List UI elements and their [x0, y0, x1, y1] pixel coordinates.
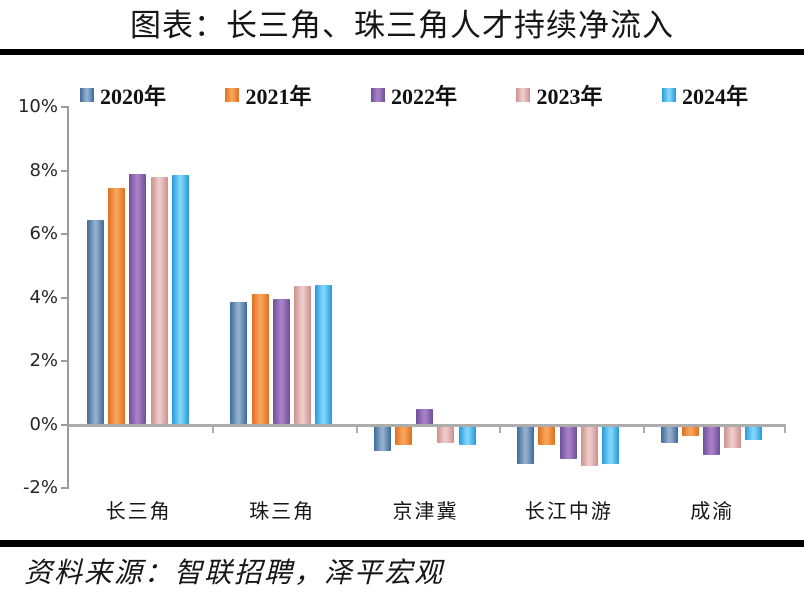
- legend-swatch-icon: [661, 88, 676, 102]
- top-divider: [0, 49, 804, 55]
- x-axis-tick: [212, 423, 215, 433]
- bar: [373, 426, 391, 452]
- category-label: 成渝: [690, 501, 735, 523]
- x-axis-tick: [642, 423, 645, 433]
- y-axis-tick: [61, 106, 69, 108]
- y-tick-label: 0%: [29, 413, 58, 435]
- legend-swatch-icon: [516, 88, 531, 102]
- y-tick-label: 8%: [29, 159, 58, 181]
- legend-swatch-icon: [80, 88, 94, 102]
- legend-item: 2024年: [661, 79, 748, 111]
- y-tick-label: 4%: [29, 286, 58, 308]
- category-label: 珠三角: [249, 501, 316, 523]
- bar: [171, 175, 189, 425]
- x-axis-tick: [355, 423, 358, 433]
- y-tick-label: 10%: [17, 96, 58, 117]
- bar: [724, 426, 742, 449]
- y-axis-tick: [61, 169, 69, 172]
- x-axis-tick: [499, 423, 502, 433]
- legend-swatch-icon: [370, 88, 385, 102]
- legend-label: 2021年: [245, 84, 312, 109]
- plot-area: [61, 106, 786, 489]
- legend: 2020年 2021年 2022年 2023年 2024年: [80, 83, 748, 109]
- bar: [272, 299, 290, 425]
- y-tick-label: -2%: [22, 477, 58, 498]
- bar: [230, 302, 248, 425]
- y-tick-label: 2%: [29, 350, 58, 371]
- y-axis-tick: [61, 423, 69, 426]
- legend-item: 2022年: [370, 79, 457, 111]
- y-axis-tick: [61, 487, 69, 489]
- bar: [745, 426, 763, 441]
- legend-label: 2022年: [390, 84, 457, 109]
- bar: [315, 284, 333, 425]
- legend-label: 2020年: [100, 84, 167, 109]
- bar: [87, 219, 104, 425]
- bar: [559, 426, 577, 460]
- bar: [703, 426, 720, 455]
- source-note: 资料来源：智联招聘，泽平宏观: [24, 558, 445, 589]
- legend-item: 2020年: [80, 79, 166, 111]
- legend-label: 2024年: [681, 84, 748, 109]
- bar: [294, 286, 311, 425]
- bar: [150, 176, 168, 425]
- legend-item: 2021年: [225, 79, 312, 111]
- legend-swatch-icon: [225, 88, 240, 102]
- category-label: 京津冀: [392, 501, 459, 523]
- category-label: 长三角: [105, 501, 172, 523]
- bar: [437, 426, 455, 444]
- bar: [416, 408, 434, 425]
- legend-item: 2023年: [516, 79, 602, 111]
- bar: [108, 187, 126, 425]
- category-label: 长江中游: [524, 501, 613, 523]
- bar: [251, 294, 269, 425]
- bar: [458, 426, 476, 446]
- bar: [517, 426, 535, 465]
- y-tick-label: 6%: [29, 223, 58, 244]
- zero-axis-line: [69, 423, 786, 427]
- bottom-divider: [0, 540, 804, 547]
- bar: [538, 426, 556, 446]
- bar: [660, 426, 678, 444]
- bar: [395, 426, 412, 446]
- chart-title: 图表：长三角、珠三角人才持续净流入: [130, 8, 674, 43]
- bar: [129, 173, 147, 425]
- x-axis-tick: [784, 423, 786, 433]
- bar: [580, 426, 598, 466]
- legend-label: 2023年: [536, 84, 603, 109]
- y-axis-tick: [61, 360, 69, 362]
- y-axis-tick: [61, 296, 69, 299]
- bar: [681, 426, 699, 436]
- bar: [602, 426, 619, 465]
- y-axis-tick: [61, 233, 69, 235]
